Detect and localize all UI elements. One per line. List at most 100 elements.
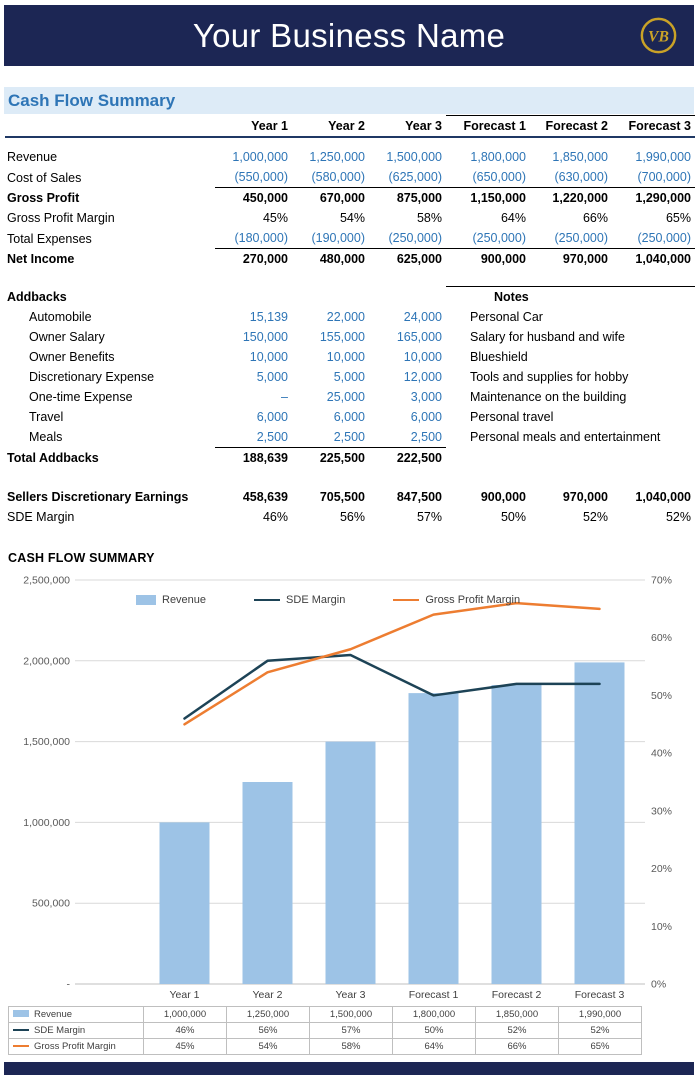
value-cell: 1,850,000 bbox=[552, 150, 608, 164]
legend-item-gross-profit-margin: Gross Profit Margin bbox=[393, 594, 520, 606]
value-cell: (250,000) bbox=[388, 231, 442, 245]
value-cell: 847,500 bbox=[396, 489, 442, 504]
revenue-bar bbox=[574, 662, 625, 984]
value-cell: (180,000) bbox=[234, 231, 288, 245]
value-cell: 46% bbox=[262, 509, 288, 524]
value-cell: 57% bbox=[416, 509, 442, 524]
note-cell: Personal meals and entertainment bbox=[470, 430, 661, 444]
value-cell: 450,000 bbox=[215, 187, 292, 208]
value-cell: 480,000 bbox=[292, 248, 369, 269]
revenue-bar bbox=[159, 822, 210, 984]
chart-table-cell: 1,500,000 bbox=[309, 1006, 393, 1023]
chart-table-cell: 66% bbox=[475, 1038, 559, 1055]
left-axis-tick-label: - bbox=[67, 979, 71, 991]
value-cell: 12,000 bbox=[403, 369, 442, 384]
value-cell: 52% bbox=[665, 509, 691, 524]
chart-table-row-revenue: Revenue 1,000,000 1,250,000 1,500,000 1,… bbox=[8, 1006, 642, 1023]
row-label: Total Addbacks bbox=[7, 450, 99, 465]
value-cell: 458,639 bbox=[242, 489, 288, 504]
row-addback: Automobile 15,139 22,000 24,000 Personal… bbox=[5, 307, 695, 327]
legend-item-sde-margin: SDE Margin bbox=[254, 594, 345, 606]
left-axis-tick-label: 500,000 bbox=[32, 898, 70, 910]
value-cell: 900,000 bbox=[480, 489, 526, 504]
value-cell: 66% bbox=[582, 211, 608, 225]
chart-table-cell: 1,250,000 bbox=[226, 1006, 310, 1023]
note-cell: Tools and supplies for hobby bbox=[470, 369, 629, 384]
value-cell: (250,000) bbox=[554, 231, 608, 245]
row-label: Travel bbox=[29, 409, 64, 424]
value-cell: 1,000,000 bbox=[232, 150, 288, 164]
note-cell: Personal travel bbox=[470, 409, 554, 424]
value-cell: 1,040,000 bbox=[635, 489, 691, 504]
row-revenue: Revenue 1,000,000 1,250,000 1,500,000 1,… bbox=[5, 147, 695, 167]
right-axis-tick-label: 50% bbox=[651, 690, 672, 702]
row-label: Discretionary Expense bbox=[29, 369, 155, 384]
row-label: Net Income bbox=[7, 252, 75, 266]
col-header-forecast1: Forecast 1 bbox=[446, 115, 530, 138]
value-cell: 3,000 bbox=[410, 389, 442, 404]
value-cell: 64% bbox=[500, 211, 526, 225]
row-addback: Travel 6,000 6,000 6,000 Personal travel bbox=[5, 407, 695, 427]
value-cell: 188,639 bbox=[215, 446, 292, 468]
row-addback: Owner Salary 150,000 155,000 165,000 Sal… bbox=[5, 327, 695, 347]
chart-table-cell: 45% bbox=[143, 1038, 227, 1055]
section-title: Cash Flow Summary bbox=[8, 90, 176, 110]
row-label: SDE Margin bbox=[7, 509, 75, 524]
value-cell: 1,290,000 bbox=[612, 187, 695, 208]
row-label: One-time Expense bbox=[29, 389, 133, 404]
chart-data-table: Revenue 1,000,000 1,250,000 1,500,000 1,… bbox=[8, 1006, 642, 1055]
row-label: Gross Profit bbox=[7, 191, 80, 205]
row-addback: Meals 2,500 2,500 2,500 Personal meals a… bbox=[5, 427, 695, 448]
value-cell: 54% bbox=[339, 211, 365, 225]
value-cell: 1,250,000 bbox=[309, 150, 365, 164]
chart-table-cell: 1,990,000 bbox=[558, 1006, 642, 1023]
right-axis-tick-label: 0% bbox=[651, 979, 666, 991]
col-header-year2: Year 2 bbox=[292, 115, 369, 138]
row-label: Gross Profit Margin bbox=[7, 211, 115, 225]
col-header-year3: Year 3 bbox=[369, 115, 446, 138]
gpm-line-swatch-icon bbox=[13, 1044, 29, 1047]
x-axis-category-label: Forecast 2 bbox=[492, 989, 542, 1001]
chart-table-cell: 52% bbox=[558, 1022, 642, 1039]
row-addback: One-time Expense – 25,000 3,000 Maintena… bbox=[5, 387, 695, 407]
value-cell: 1,800,000 bbox=[470, 150, 526, 164]
value-cell: 222,500 bbox=[369, 446, 446, 468]
svg-text:VB: VB bbox=[648, 28, 669, 45]
note-cell: Salary for husband and wife bbox=[470, 329, 625, 344]
value-cell: 24,000 bbox=[403, 309, 442, 324]
chart-title: CASH FLOW SUMMARY bbox=[8, 551, 155, 565]
value-cell: 165,000 bbox=[396, 329, 442, 344]
cash-flow-table: Year 1 Year 2 Year 3 Forecast 1 Forecast… bbox=[5, 115, 695, 527]
value-cell: (250,000) bbox=[472, 231, 526, 245]
gross-profit-margin-line bbox=[183, 601, 601, 726]
sde-line-swatch-icon bbox=[254, 599, 281, 601]
x-axis-category-label: Year 3 bbox=[336, 989, 366, 1001]
right-axis-tick-label: 60% bbox=[651, 632, 672, 644]
row-label: Cost of Sales bbox=[7, 170, 82, 185]
chart-table-cell: 57% bbox=[309, 1022, 393, 1039]
vb-logo-icon: VB bbox=[640, 17, 677, 54]
value-cell: – bbox=[281, 389, 288, 404]
chart-table-cell: 56% bbox=[226, 1022, 310, 1039]
chart-table-cell: 64% bbox=[392, 1038, 476, 1055]
row-cost-of-sales: Cost of Sales (550,000) (580,000) (625,0… bbox=[5, 167, 695, 188]
row-label: Automobile bbox=[29, 309, 92, 324]
value-cell: 6,000 bbox=[256, 409, 288, 424]
legend-item-revenue: Revenue bbox=[136, 594, 206, 606]
value-cell: 5,000 bbox=[256, 369, 288, 384]
notes-heading: Notes bbox=[446, 285, 695, 307]
value-cell: 875,000 bbox=[369, 187, 446, 208]
value-cell: 900,000 bbox=[446, 248, 530, 269]
table-header-row: Year 1 Year 2 Year 3 Forecast 1 Forecast… bbox=[5, 115, 695, 138]
revenue-bar bbox=[408, 693, 459, 984]
x-axis-category-label: Year 2 bbox=[253, 989, 283, 1001]
right-axis-tick-label: 30% bbox=[651, 805, 672, 817]
revenue-bar bbox=[242, 782, 293, 984]
row-addbacks-header: Addbacks Notes bbox=[5, 285, 695, 307]
row-gross-profit: Gross Profit 450,000 670,000 875,000 1,1… bbox=[5, 187, 695, 208]
col-header-year1: Year 1 bbox=[215, 115, 292, 138]
chart-table-cell: 46% bbox=[143, 1022, 227, 1039]
value-cell: 5,000 bbox=[333, 369, 365, 384]
left-axis-tick-label: 1,500,000 bbox=[23, 736, 70, 748]
value-cell: 58% bbox=[416, 211, 442, 225]
